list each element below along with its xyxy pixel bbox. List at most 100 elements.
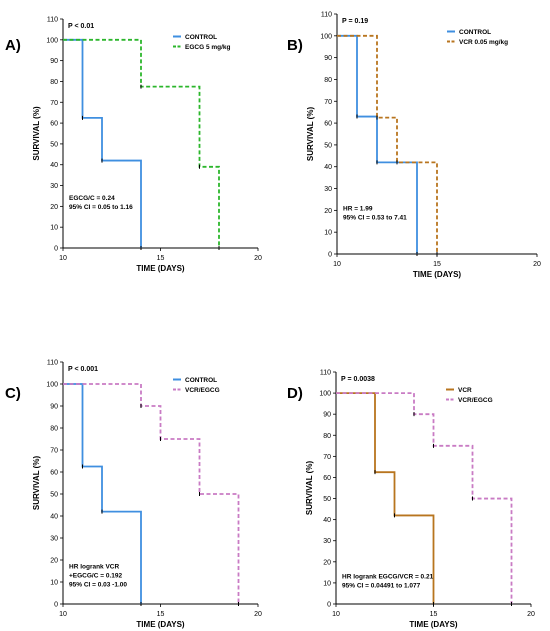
p-value-label: P = 0.19 — [342, 18, 368, 25]
y-tick-label: 0 — [54, 602, 58, 609]
y-tick-label: 10 — [324, 230, 332, 237]
y-tick-label: 10 — [323, 580, 331, 587]
x-tick-label: 15 — [157, 255, 165, 262]
y-tick-label: 80 — [50, 426, 58, 433]
x-tick-label: 15 — [157, 611, 165, 618]
y-tick-label: 40 — [324, 164, 332, 171]
x-tick-label: 20 — [527, 611, 535, 618]
x-tick-label: 20 — [533, 261, 541, 268]
x-tick-label: 10 — [333, 261, 341, 268]
y-tick-label: 110 — [47, 360, 58, 367]
y-axis-label: SURVIVAL (%) — [32, 456, 41, 511]
y-tick-label: 90 — [324, 55, 332, 62]
y-tick-label: 70 — [324, 99, 332, 106]
y-tick-label: 110 — [320, 370, 331, 377]
y-axis-label: SURVIVAL (%) — [306, 107, 315, 162]
x-tick-label: 20 — [254, 255, 262, 262]
legend-label: CONTROL — [185, 377, 217, 384]
legend-label: VCR/EGCG — [458, 397, 493, 404]
y-tick-label: 110 — [321, 12, 332, 19]
y-tick-label: 100 — [320, 33, 332, 40]
y-tick-label: 0 — [328, 252, 332, 259]
y-tick-label: 10 — [50, 580, 58, 587]
legend-label: VCR — [458, 387, 472, 394]
annotation-text: +EGCG/C = 0.192 — [69, 573, 122, 580]
y-tick-label: 10 — [50, 225, 58, 232]
y-tick-label: 50 — [324, 142, 332, 149]
y-tick-label: 30 — [50, 183, 58, 190]
x-axis-label: TIME (DAYS) — [136, 264, 184, 273]
y-tick-label: 20 — [50, 558, 58, 565]
x-tick-label: 10 — [59, 255, 67, 262]
y-tick-label: 40 — [50, 162, 58, 169]
annotation-text: 95% CI = 0.05 to 1.16 — [69, 204, 133, 211]
y-axis-label: SURVIVAL (%) — [305, 461, 314, 516]
annotation-text: 95% CI = 0.03 -1.00 — [69, 582, 127, 589]
y-tick-label: 30 — [324, 186, 332, 193]
y-tick-label: 50 — [323, 496, 331, 503]
p-value-label: P < 0.01 — [68, 23, 94, 30]
x-tick-label: 15 — [433, 261, 441, 268]
y-tick-label: 70 — [323, 454, 331, 461]
p-value-label: P < 0.001 — [68, 366, 98, 373]
y-tick-label: 0 — [54, 246, 58, 253]
y-tick-label: 90 — [50, 58, 58, 65]
panel-label: A) — [5, 37, 21, 54]
survival-curve-2 — [63, 38, 220, 248]
y-tick-label: 20 — [50, 204, 58, 211]
survival-curve-1 — [63, 383, 142, 604]
y-tick-label: 70 — [50, 448, 58, 455]
survival-curve-2 — [336, 392, 513, 604]
y-tick-label: 60 — [323, 475, 331, 482]
panel-label: C) — [5, 385, 21, 402]
y-tick-label: 0 — [327, 602, 331, 609]
y-tick-label: 40 — [50, 514, 58, 521]
y-tick-label: 20 — [323, 559, 331, 566]
y-tick-label: 60 — [50, 470, 58, 477]
legend-label: VCR/EGCG — [185, 387, 220, 394]
p-value-label: P = 0.0038 — [341, 376, 375, 383]
annotation-text: HR logrank VCR — [69, 564, 120, 571]
y-tick-label: 40 — [323, 517, 331, 524]
legend-label: CONTROL — [185, 34, 217, 41]
x-tick-label: 20 — [254, 611, 262, 618]
survival-curve-2 — [337, 34, 438, 254]
y-tick-label: 100 — [46, 382, 58, 389]
y-tick-label: 90 — [50, 404, 58, 411]
y-tick-label: 20 — [324, 208, 332, 215]
legend-label: EGCG 5 mg/kg — [185, 44, 231, 51]
survival-curve-1 — [63, 38, 142, 248]
x-tick-label: 10 — [59, 611, 67, 618]
survival-curve-1 — [336, 392, 435, 604]
y-tick-label: 50 — [50, 141, 58, 148]
y-tick-label: 70 — [50, 100, 58, 107]
x-axis-label: TIME (DAYS) — [413, 270, 461, 279]
y-tick-label: 90 — [323, 412, 331, 419]
annotation-text: 95% CI = 0.04491 to 1.077 — [342, 583, 421, 590]
survival-curve-2 — [63, 383, 240, 604]
y-tick-label: 60 — [324, 121, 332, 128]
y-tick-label: 100 — [46, 37, 58, 44]
annotation-text: HR logrank EGCG/VCR = 0.21 — [342, 574, 434, 581]
annotation-text: EGCG/C = 0.24 — [69, 195, 115, 202]
y-tick-label: 80 — [50, 79, 58, 86]
y-tick-label: 80 — [323, 433, 331, 440]
legend-label: VCR 0.05 mg/kg — [459, 39, 508, 46]
legend-label: CONTROL — [459, 29, 491, 36]
x-tick-label: 15 — [430, 611, 438, 618]
y-tick-label: 100 — [319, 391, 331, 398]
y-tick-label: 50 — [50, 492, 58, 499]
y-tick-label: 60 — [50, 121, 58, 128]
panel-label: D) — [287, 385, 303, 402]
panel-label: B) — [287, 37, 303, 54]
x-axis-label: TIME (DAYS) — [136, 620, 184, 629]
y-tick-label: 30 — [50, 536, 58, 543]
y-tick-label: 80 — [324, 77, 332, 84]
y-tick-label: 110 — [47, 17, 58, 24]
annotation-text: 95% CI = 0.53 to 7.41 — [343, 214, 407, 221]
